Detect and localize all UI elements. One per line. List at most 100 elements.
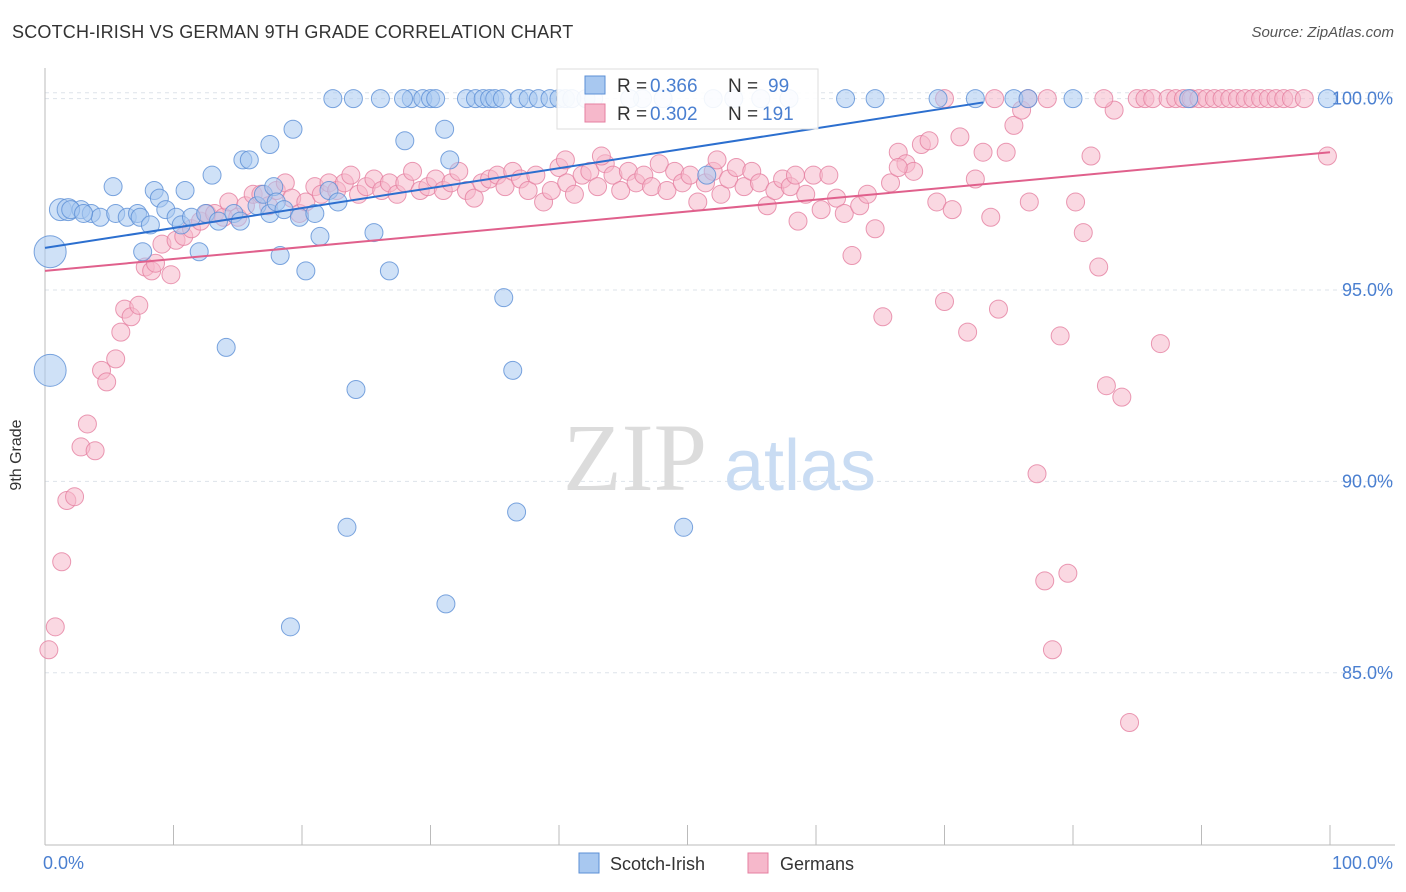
legend-n-value-1: 99 <box>768 76 789 97</box>
scotch-irish-point-80 <box>697 165 717 185</box>
source-label: Source: ZipAtlas.com <box>1251 24 1394 41</box>
scotch-irish-point-29 <box>239 150 259 170</box>
germans-point-140 <box>1089 257 1109 277</box>
germans-point-66 <box>518 180 538 200</box>
scotch-irish-point-99 <box>394 89 414 109</box>
axes <box>44 68 1395 846</box>
germans-point-175 <box>707 150 727 170</box>
trend-lines <box>44 101 1331 272</box>
legend-r-label-1: R = <box>617 76 647 97</box>
y-tick-label: 100.0% <box>1332 89 1393 109</box>
scotch-irish-point-42 <box>305 203 325 223</box>
scotch-irish-point-87 <box>928 89 948 109</box>
scotch-irish-point-96 <box>343 89 363 109</box>
germans-point-126 <box>981 207 1001 227</box>
germans-point-59 <box>464 188 484 208</box>
germans-point-75 <box>588 177 608 197</box>
legend-r-label-2: R = <box>617 104 647 125</box>
germans-point-122 <box>950 127 970 147</box>
germans-point-10 <box>106 349 126 369</box>
germans-point-112 <box>873 307 893 327</box>
scotch-irish-point-46 <box>337 517 357 537</box>
germans-point-74 <box>580 161 600 181</box>
scotch-irish-point-36 <box>270 246 290 266</box>
y-tick-label: 95.0% <box>1342 280 1393 300</box>
germans-point-108 <box>842 246 862 266</box>
scotch-irish-point-0 <box>33 235 67 269</box>
germans-point-19 <box>161 265 181 285</box>
germans-point-139 <box>1081 146 1101 166</box>
legend-swatch-pink <box>584 103 606 123</box>
germans-point-148 <box>1150 334 1170 354</box>
scotch-irish-point-56 <box>440 150 460 170</box>
legend-r-value-1: 0.366 <box>650 76 698 97</box>
germans-trend <box>44 151 1331 272</box>
scotch-irish-point-49 <box>379 261 399 281</box>
y-tick-label: 85.0% <box>1342 663 1393 683</box>
germans-point-96 <box>749 173 769 193</box>
germans-point-125 <box>973 142 993 162</box>
germans-point-2 <box>52 552 72 572</box>
germans-point-107 <box>834 203 854 223</box>
watermark: ZIP atlas <box>563 404 876 511</box>
germans-point-84 <box>657 180 677 200</box>
germans-point-137 <box>1066 192 1086 212</box>
germans-point-171 <box>1094 89 1114 109</box>
germans-point-118 <box>919 131 939 151</box>
watermark-zip: ZIP <box>563 404 707 511</box>
scotch-irish-point-90 <box>1018 89 1038 109</box>
germans-point-72 <box>564 184 584 204</box>
scotch-irish-point-41 <box>296 261 316 281</box>
germans-point-127 <box>988 299 1008 319</box>
stats-legend: R = 0.366 N = 99 R = 0.302 N = 191 <box>556 68 819 130</box>
watermark-atlas: atlas <box>724 426 876 506</box>
scotch-irish-point-13 <box>140 215 160 235</box>
scotch-irish-point-48 <box>364 223 384 243</box>
germans-point-123 <box>958 322 978 342</box>
legend-swatch-scotch-irish <box>578 852 600 874</box>
scotch-irish-point-39 <box>283 119 303 139</box>
scotch-irish-point-54 <box>426 89 446 109</box>
scotch-irish-point-38 <box>280 617 300 637</box>
scotch-irish-point-25 <box>216 337 236 357</box>
y-tick-label: 90.0% <box>1342 471 1393 491</box>
germans-point-141 <box>1096 376 1116 396</box>
legend-n-label-1: N = <box>728 76 758 97</box>
scotch-irish-point-77 <box>503 360 523 380</box>
germans-point-172 <box>985 89 1005 109</box>
scotch-irish-point-92 <box>1179 89 1199 109</box>
germans-point-88 <box>688 192 708 212</box>
germans-point-135 <box>1050 326 1070 346</box>
germans-point-144 <box>1120 713 1140 733</box>
germans-point-11 <box>111 322 131 342</box>
x-tick-label-end: 100.0% <box>1332 853 1393 873</box>
germans-point-167 <box>1317 146 1337 166</box>
germans-point-134 <box>1042 640 1062 660</box>
scotch-irish-point-76 <box>494 288 514 308</box>
germans-point-119 <box>927 192 947 212</box>
scotch-irish-point-19 <box>175 180 195 200</box>
scotch-irish-trend <box>44 101 984 249</box>
scotch-irish-point-8 <box>103 177 123 197</box>
germans-point-136 <box>1058 563 1078 583</box>
germans-point-1 <box>45 617 65 637</box>
germans-point-63 <box>495 177 515 197</box>
scotch-irish-point-50 <box>395 131 415 151</box>
scotch-irish-point-1 <box>33 353 67 387</box>
germans-point-6 <box>77 414 97 434</box>
germans-point-83 <box>649 154 669 174</box>
germans-point-124 <box>965 169 985 189</box>
germans-point-166 <box>1294 89 1314 109</box>
germans-point-133 <box>1035 571 1055 591</box>
scotch-irish-point-57 <box>436 594 456 614</box>
germans-point-131 <box>1019 192 1039 212</box>
germans-point-9 <box>97 372 117 392</box>
scotch-irish-point-95 <box>74 203 94 223</box>
germans-point-143 <box>1112 387 1132 407</box>
legend-scotch-irish: Scotch-Irish <box>610 854 705 874</box>
germans-point-121 <box>942 200 962 220</box>
scotch-irish-point-23 <box>202 165 222 185</box>
legend-swatch-blue <box>584 75 606 95</box>
scotch-irish-point-86 <box>865 89 885 109</box>
